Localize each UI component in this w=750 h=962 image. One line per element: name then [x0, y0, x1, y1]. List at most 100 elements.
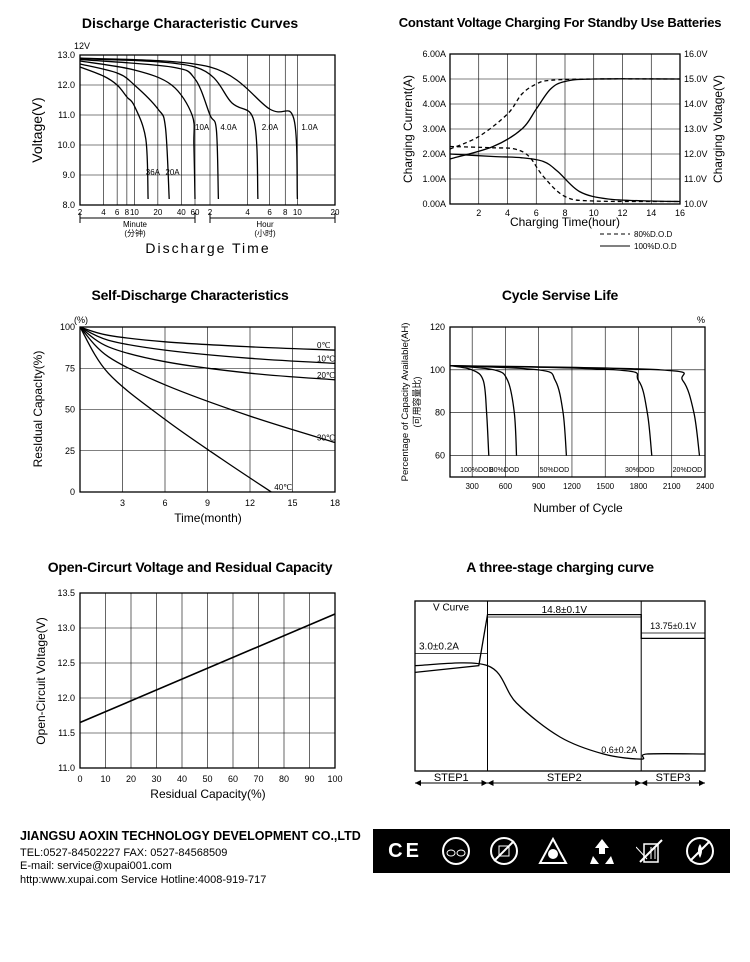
svg-text:10: 10 [130, 208, 139, 217]
svg-text:Time(month): Time(month) [174, 511, 242, 525]
svg-text:14: 14 [646, 208, 656, 218]
chart-threestage: A three-stage charging curve V Curve3.0±… [390, 559, 730, 811]
svg-text:STEP3: STEP3 [656, 772, 691, 784]
warn-icon [538, 836, 568, 866]
svg-text:12.5: 12.5 [57, 658, 75, 668]
cert-badge-strip: CE [373, 829, 730, 873]
svg-text:12.0: 12.0 [57, 693, 75, 703]
svg-text:0.6±0.2A: 0.6±0.2A [601, 745, 637, 755]
svg-text:14.8±0.1V: 14.8±0.1V [542, 605, 588, 616]
svg-text:15: 15 [287, 498, 297, 508]
svg-text:13.0: 13.0 [57, 50, 75, 60]
chart-title: Open-Circurt Voltage and Residual Capaci… [48, 559, 333, 575]
svg-text:2.00A: 2.00A [422, 149, 446, 159]
no-bin-icon [636, 836, 666, 866]
chart-title: Constant Voltage Charging For Standby Us… [399, 15, 722, 30]
svg-text:Charging Voltage(V): Charging Voltage(V) [711, 75, 725, 183]
chart-ocv: Open-Circurt Voltage and Residual Capaci… [20, 559, 360, 811]
svg-text:50%DOD: 50%DOD [540, 467, 570, 474]
svg-text:STEP1: STEP1 [434, 772, 469, 784]
svg-text:12: 12 [245, 498, 255, 508]
chart-svg: 0.00A1.00A2.00A3.00A4.00A5.00A6.00A 10.0… [395, 36, 725, 266]
svg-text:80: 80 [279, 774, 289, 784]
svg-text:600: 600 [499, 482, 513, 491]
svg-text:16: 16 [675, 208, 685, 218]
svg-text:40: 40 [177, 774, 187, 784]
svg-text:6: 6 [162, 498, 167, 508]
chart-title: Discharge Characteristic Curves [82, 15, 298, 31]
svg-text:75: 75 [65, 363, 75, 373]
svg-text:%: % [697, 315, 705, 325]
svg-text:V Curve: V Curve [433, 603, 470, 614]
svg-text:13.5: 13.5 [57, 588, 75, 598]
svg-text:2.0A: 2.0A [262, 123, 279, 132]
svg-text:100: 100 [430, 365, 445, 375]
svg-text:6.00A: 6.00A [422, 49, 446, 59]
svg-text:70: 70 [253, 774, 263, 784]
svg-text:4.00A: 4.00A [422, 99, 446, 109]
svg-text:40℃: 40℃ [274, 483, 292, 492]
svg-text:50: 50 [202, 774, 212, 784]
company-name: JIANGSU AOXIN TECHNOLOGY DEVELOPMENT CO.… [20, 829, 361, 845]
svg-text:10: 10 [293, 208, 302, 217]
svg-text:60: 60 [435, 451, 445, 461]
svg-text:11.0: 11.0 [58, 110, 75, 120]
svg-text:900: 900 [532, 482, 546, 491]
chart-selfdischarge: Self-Discharge Characteristics (%) 02550… [20, 287, 360, 539]
chart-title: Self-Discharge Characteristics [91, 287, 288, 303]
svg-text:6: 6 [267, 208, 272, 217]
chart-svg: % 6080100120 300600900120015001800210024… [395, 309, 725, 539]
chart-svg: 12V 8.09.010.011.012.013.0 2468102040602… [25, 37, 355, 267]
svg-text:Residual Capacity(%): Residual Capacity(%) [150, 787, 265, 801]
svg-text:120: 120 [430, 322, 445, 332]
svg-text:8: 8 [283, 208, 288, 217]
chart-charging: Constant Voltage Charging For Standby Us… [390, 15, 730, 267]
svg-text:2400: 2400 [696, 482, 714, 491]
svg-text:Open-Circuit VoItage(V): Open-Circuit VoItage(V) [34, 617, 48, 744]
svg-text:100%DOD: 100%DOD [460, 467, 493, 474]
svg-text:20℃: 20℃ [317, 371, 335, 380]
svg-text:11.0V: 11.0V [684, 174, 707, 184]
svg-text:40: 40 [177, 208, 186, 217]
chart-svg: V Curve3.0±0.2A14.8±0.1V13.75±0.1V0.6±0.… [395, 581, 725, 811]
svg-text:20A: 20A [165, 168, 180, 177]
svg-text:8: 8 [125, 208, 130, 217]
goggles-icon [441, 836, 471, 866]
svg-text:(%): (%) [74, 315, 88, 325]
svg-text:10: 10 [100, 774, 110, 784]
svg-text:Hour: Hour [256, 220, 274, 229]
svg-text:Number of Cycle: Number of Cycle [533, 501, 623, 515]
svg-text:36A: 36A [146, 168, 161, 177]
svg-text:12V: 12V [74, 41, 90, 51]
svg-text:Charging Current(A): Charging Current(A) [401, 75, 415, 183]
chart-discharge: Discharge Characteristic Curves 12V 8.09… [20, 15, 360, 267]
footer-http: http:www.xupai.com Service Hotline:4008-… [20, 874, 361, 888]
svg-text:3.0±0.2A: 3.0±0.2A [419, 642, 459, 653]
svg-text:5.00A: 5.00A [422, 74, 446, 84]
svg-text:300: 300 [465, 482, 479, 491]
svg-text:90: 90 [304, 774, 314, 784]
svg-text:4.0A: 4.0A [220, 123, 237, 132]
svg-text:12.0: 12.0 [57, 80, 75, 90]
svg-text:9.0: 9.0 [62, 170, 75, 180]
recycle-icon [587, 836, 617, 866]
svg-text:ResIdual CapacIty(%): ResIdual CapacIty(%) [31, 351, 45, 468]
svg-text:16.0V: 16.0V [684, 49, 708, 59]
svg-text:1500: 1500 [596, 482, 614, 491]
ce-icon: CE [388, 840, 422, 863]
svg-text:25: 25 [65, 446, 75, 456]
svg-text:30%DOD: 30%DOD [625, 467, 655, 474]
svg-text:10.0V: 10.0V [684, 199, 708, 209]
svg-text:10.0: 10.0 [57, 140, 75, 150]
svg-text:20: 20 [126, 774, 136, 784]
svg-text:100: 100 [327, 774, 342, 784]
svg-text:(分钟): (分钟) [124, 228, 146, 238]
svg-text:4: 4 [245, 208, 250, 217]
svg-text:10A: 10A [195, 123, 210, 132]
svg-text:3: 3 [120, 498, 125, 508]
svg-text:2: 2 [476, 208, 481, 218]
svg-text:15.0V: 15.0V [684, 74, 708, 84]
svg-text:100: 100 [60, 322, 75, 332]
svg-text:3.00A: 3.00A [422, 124, 446, 134]
svg-text:12.0V: 12.0V [684, 149, 708, 159]
